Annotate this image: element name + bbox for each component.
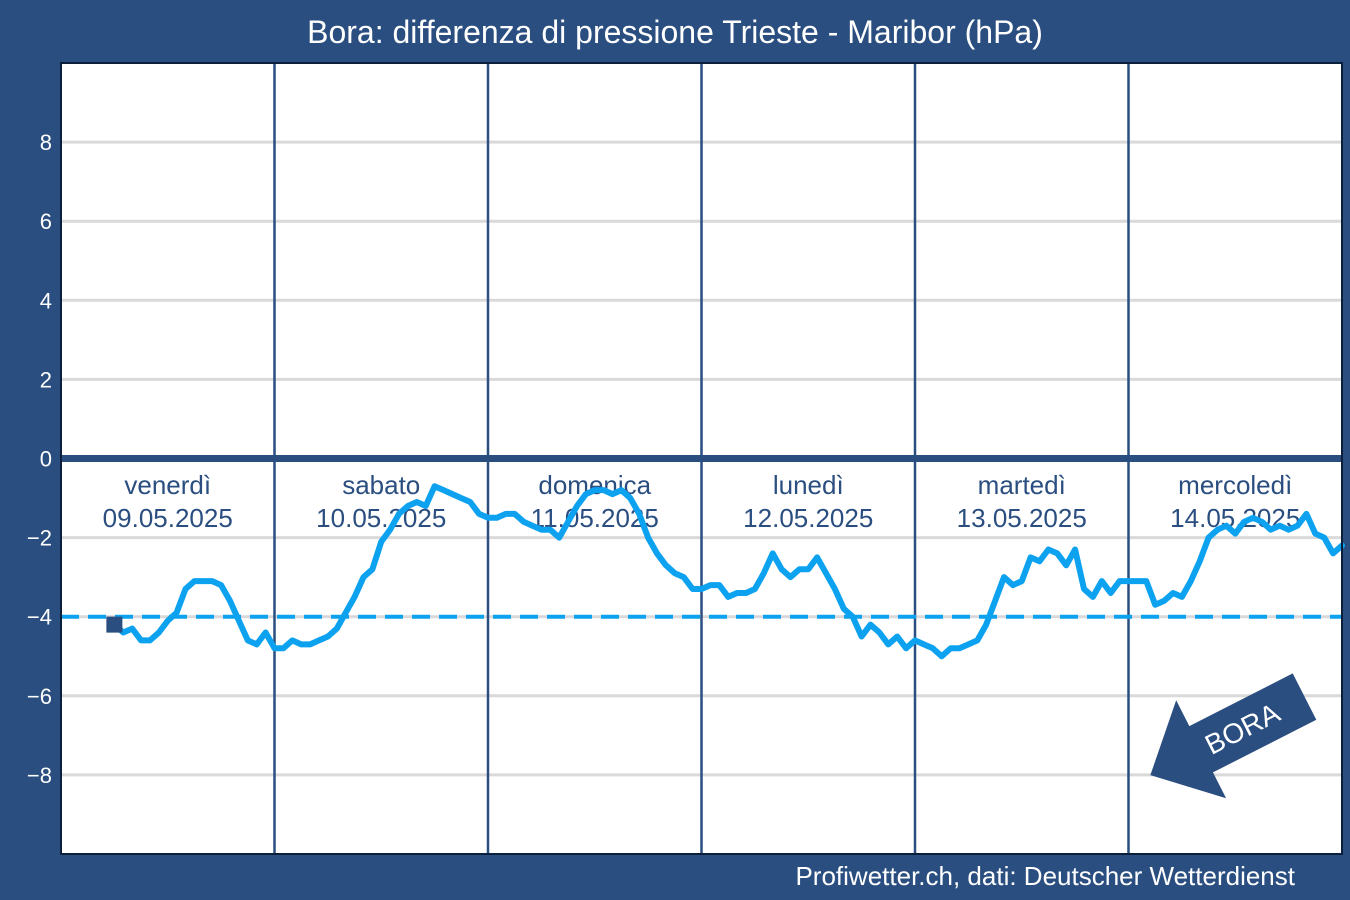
y-tick-label: 2 — [40, 367, 52, 392]
day-name-label: martedì — [978, 470, 1066, 500]
day-date-label: 09.05.2025 — [103, 503, 233, 533]
arrow-shape — [1150, 673, 1317, 799]
y-tick-label: 4 — [40, 288, 52, 313]
y-tick-label: 6 — [40, 209, 52, 234]
day-name-label: venerdì — [124, 470, 211, 500]
day-date-label: 12.05.2025 — [743, 503, 873, 533]
day-name-label: lunedì — [773, 470, 844, 500]
day-date-label: 13.05.2025 — [957, 503, 1087, 533]
y-tick-label: 0 — [40, 447, 52, 472]
plot-border — [60, 62, 1343, 855]
y-tick-label: −2 — [27, 526, 52, 551]
y-tick-label: −4 — [27, 605, 52, 630]
source-credit: Profiwetter.ch, dati: Deutscher Wetterdi… — [795, 861, 1295, 891]
day-name-label: domenica — [538, 470, 651, 500]
y-tick-label: 8 — [40, 130, 52, 155]
y-tick-label: −8 — [27, 763, 52, 788]
chart-title: Bora: differenza di pressione Trieste - … — [307, 14, 1043, 50]
y-tick-label: −6 — [27, 684, 52, 709]
day-name-label: sabato — [342, 470, 420, 500]
day-name-label: mercoledì — [1178, 470, 1292, 500]
series-line — [111, 483, 1345, 660]
start-marker — [106, 616, 123, 633]
